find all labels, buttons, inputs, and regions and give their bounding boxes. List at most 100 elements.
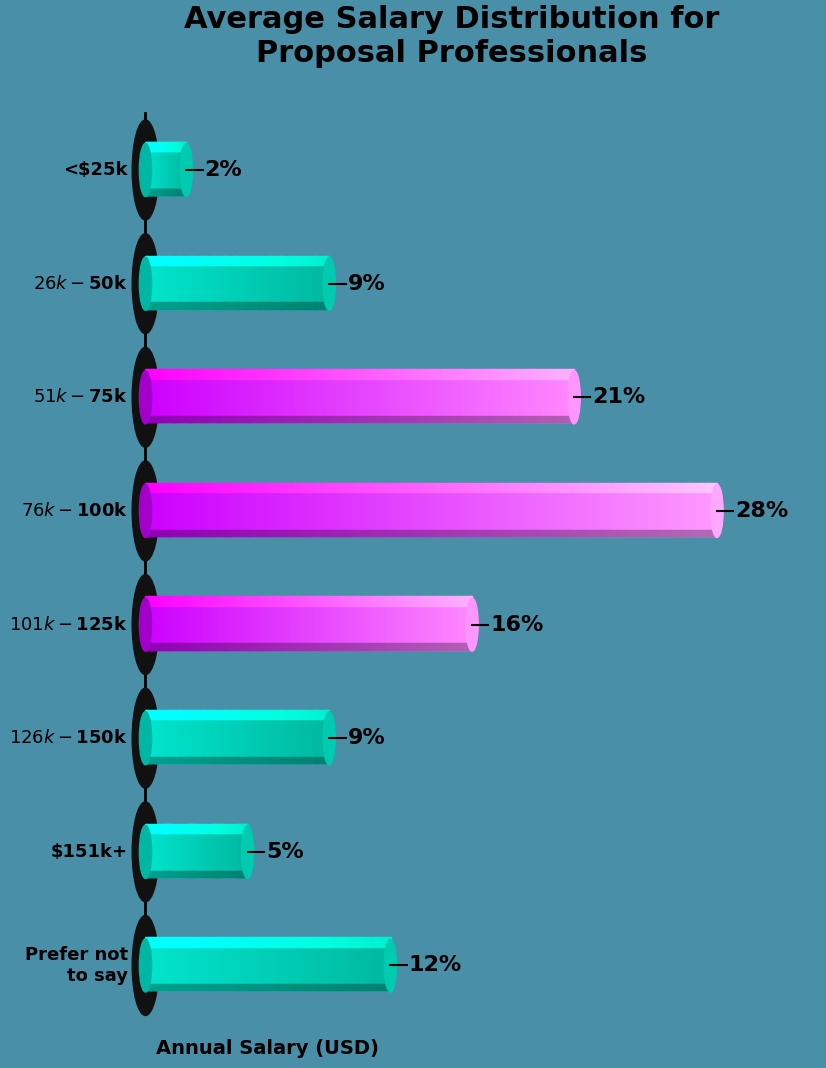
Bar	[233, 373, 235, 422]
Bar	[298, 302, 299, 309]
Bar	[163, 713, 164, 764]
Bar	[262, 985, 263, 990]
Bar	[206, 938, 208, 946]
Bar	[192, 302, 193, 309]
Bar	[252, 938, 254, 946]
Bar	[705, 483, 709, 492]
Bar	[242, 373, 244, 422]
Bar	[295, 757, 297, 764]
Bar	[226, 985, 228, 990]
Bar	[301, 596, 302, 606]
Bar	[216, 938, 218, 946]
Bar	[301, 757, 303, 764]
Bar	[311, 483, 314, 492]
Bar	[150, 599, 152, 649]
Bar	[224, 255, 225, 265]
Bar	[193, 710, 194, 720]
Bar	[164, 710, 165, 720]
Bar	[339, 373, 340, 422]
Bar	[382, 373, 383, 422]
Bar	[225, 370, 227, 378]
Bar	[294, 486, 297, 536]
Bar	[446, 596, 448, 606]
Bar	[281, 255, 282, 265]
Bar	[480, 486, 483, 536]
Bar	[187, 255, 188, 265]
Bar	[171, 530, 174, 536]
Bar	[274, 941, 276, 990]
Bar	[265, 530, 268, 536]
Bar	[290, 757, 291, 764]
Bar	[396, 599, 397, 649]
Bar	[463, 486, 466, 536]
Bar	[292, 985, 294, 990]
Bar	[469, 417, 472, 422]
Bar	[508, 530, 511, 536]
Bar	[519, 370, 520, 378]
Bar	[643, 530, 646, 536]
Bar	[207, 255, 208, 265]
Bar	[258, 713, 259, 764]
Bar	[319, 643, 320, 649]
Bar	[210, 302, 211, 309]
Bar	[186, 258, 187, 309]
Bar	[169, 530, 171, 536]
Bar	[437, 373, 439, 422]
Bar	[297, 373, 300, 422]
Bar	[319, 757, 320, 764]
Bar	[520, 370, 523, 378]
Bar	[454, 596, 456, 606]
Bar	[474, 486, 477, 536]
Bar	[230, 599, 232, 649]
Bar	[357, 486, 360, 536]
Bar	[242, 370, 244, 378]
Bar	[188, 713, 190, 764]
Bar	[205, 710, 206, 720]
Bar	[169, 985, 170, 990]
Bar	[260, 938, 262, 946]
Bar	[191, 713, 192, 764]
Bar	[160, 941, 162, 990]
Bar	[456, 370, 458, 378]
Bar	[194, 302, 195, 309]
Bar	[249, 370, 250, 378]
Bar	[538, 417, 540, 422]
Bar	[474, 530, 477, 536]
Bar	[445, 530, 449, 536]
Bar	[660, 483, 663, 492]
Bar	[336, 417, 339, 422]
Bar	[197, 530, 200, 536]
Bar	[184, 710, 185, 720]
Bar	[339, 985, 340, 990]
Bar	[165, 483, 169, 492]
Bar	[232, 255, 233, 265]
Bar	[230, 258, 231, 309]
Bar	[260, 258, 261, 309]
Bar	[249, 985, 251, 990]
Bar	[223, 985, 224, 990]
Bar	[287, 596, 289, 606]
Bar	[529, 486, 531, 536]
Bar	[267, 985, 268, 990]
Bar	[213, 255, 215, 265]
Bar	[514, 417, 516, 422]
Bar	[322, 941, 323, 990]
Bar	[323, 255, 324, 265]
Bar	[494, 530, 497, 536]
Bar	[231, 530, 235, 536]
Bar	[254, 643, 255, 649]
Bar	[512, 417, 515, 422]
Bar	[293, 370, 296, 378]
Bar	[180, 302, 182, 309]
Bar	[224, 713, 225, 764]
Bar	[186, 530, 188, 536]
Bar	[418, 599, 420, 649]
Bar	[197, 255, 198, 265]
Bar	[439, 370, 441, 378]
Bar	[155, 985, 157, 990]
Bar	[603, 486, 605, 536]
Bar	[218, 417, 221, 422]
Bar	[330, 373, 332, 422]
Bar	[514, 373, 516, 422]
Bar	[332, 373, 335, 422]
